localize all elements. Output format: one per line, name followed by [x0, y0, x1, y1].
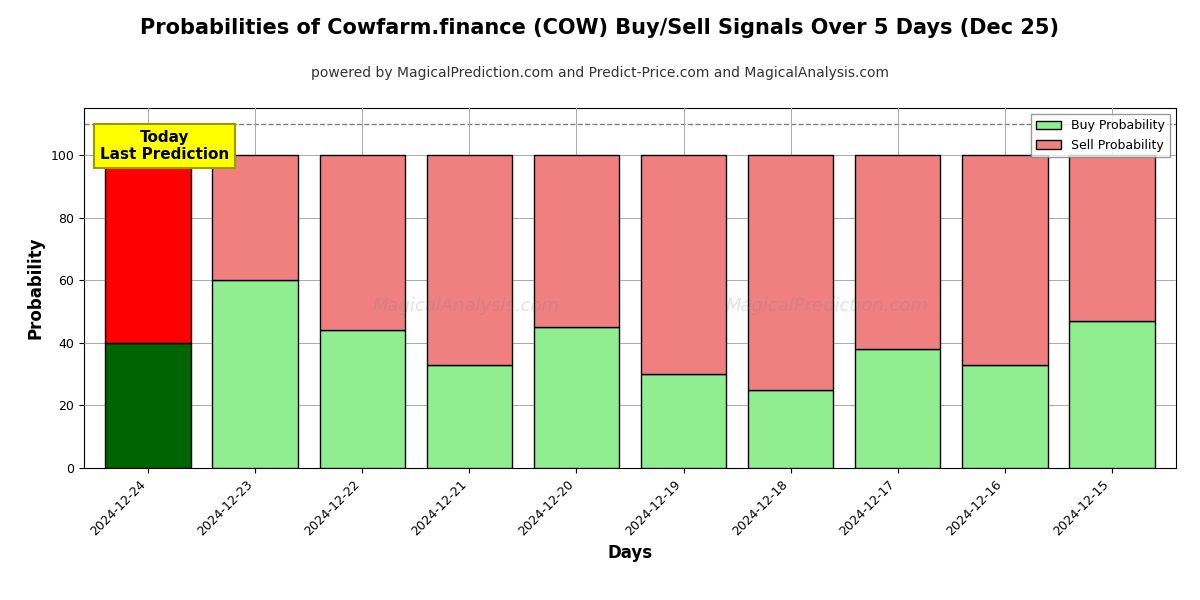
- Bar: [854, 349, 941, 468]
- Bar: [748, 390, 834, 468]
- Text: MagicalPrediction.com: MagicalPrediction.com: [725, 297, 928, 315]
- Bar: [106, 343, 191, 468]
- Y-axis label: Probability: Probability: [26, 237, 44, 339]
- Bar: [212, 280, 298, 468]
- Legend: Buy Probability, Sell Probability: Buy Probability, Sell Probability: [1031, 114, 1170, 157]
- Text: MagicalAnalysis.com: MagicalAnalysis.com: [373, 297, 559, 315]
- Bar: [641, 155, 726, 374]
- Bar: [962, 365, 1048, 468]
- Bar: [854, 155, 941, 349]
- Bar: [962, 155, 1048, 365]
- Bar: [1069, 155, 1154, 321]
- Bar: [426, 365, 512, 468]
- Bar: [319, 155, 406, 330]
- Bar: [1069, 321, 1154, 468]
- Bar: [748, 155, 834, 390]
- Bar: [641, 374, 726, 468]
- Text: powered by MagicalPrediction.com and Predict-Price.com and MagicalAnalysis.com: powered by MagicalPrediction.com and Pre…: [311, 66, 889, 80]
- Text: Today
Last Prediction: Today Last Prediction: [100, 130, 229, 163]
- Bar: [534, 327, 619, 468]
- Bar: [534, 155, 619, 327]
- X-axis label: Days: Days: [607, 544, 653, 562]
- Bar: [106, 155, 191, 343]
- Bar: [212, 155, 298, 280]
- Bar: [426, 155, 512, 365]
- Text: Probabilities of Cowfarm.finance (COW) Buy/Sell Signals Over 5 Days (Dec 25): Probabilities of Cowfarm.finance (COW) B…: [140, 18, 1060, 38]
- Bar: [319, 330, 406, 468]
